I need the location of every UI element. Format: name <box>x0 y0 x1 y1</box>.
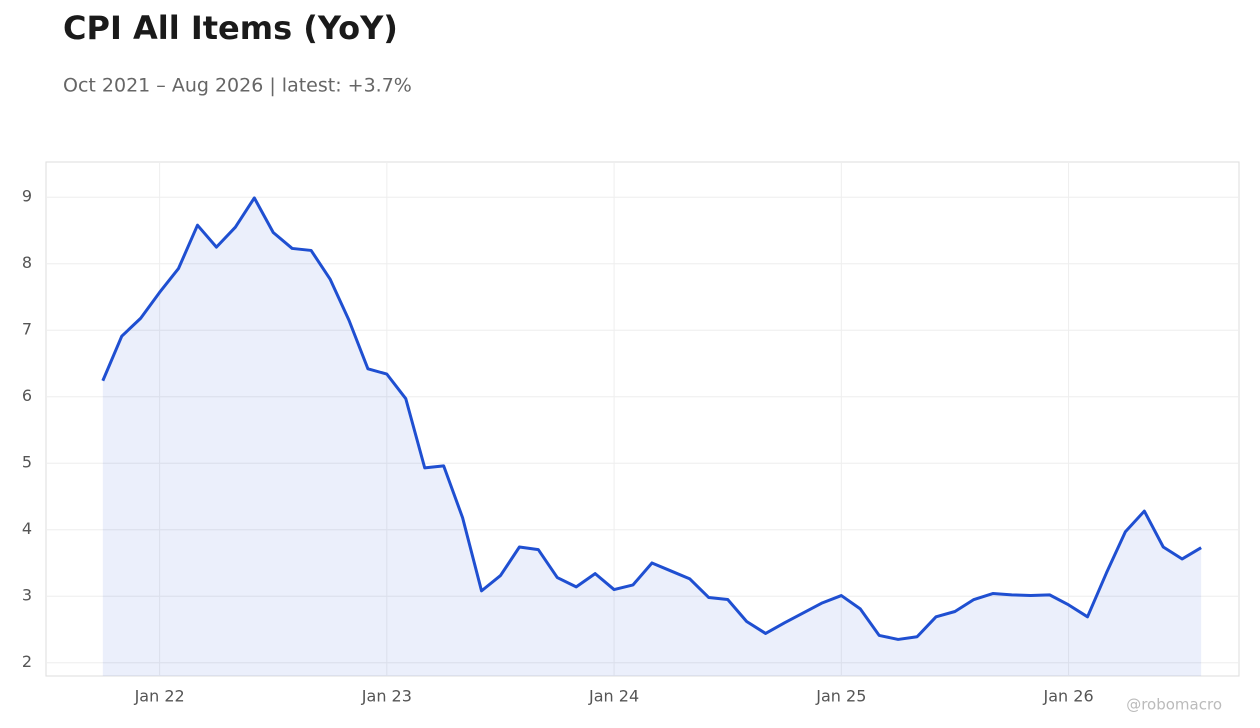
x-tick-label: Jan 24 <box>588 687 639 706</box>
area <box>102 197 1202 676</box>
y-tick-label: 4 <box>22 519 32 538</box>
x-tick-label: Jan 25 <box>815 687 866 706</box>
y-tick-label: 5 <box>22 453 32 472</box>
y-tick-label: 2 <box>22 652 32 671</box>
y-tick-label: 6 <box>22 386 32 405</box>
y-tick-label: 9 <box>22 187 32 206</box>
watermark: @robomacro <box>1126 696 1222 714</box>
y-tick-label: 7 <box>22 320 32 339</box>
x-tick-label: Jan 22 <box>134 687 185 706</box>
chart-title: CPI All Items (YoY) <box>63 9 398 47</box>
chart-subtitle: Oct 2021 – Aug 2026 | latest: +3.7% <box>63 75 412 97</box>
y-tick-label: 3 <box>22 586 32 605</box>
line <box>101 196 1202 641</box>
y-tick-label: 8 <box>22 253 32 272</box>
plot-frame <box>45 161 1240 677</box>
x-tick-label: Jan 23 <box>361 687 412 706</box>
x-tick-label: Jan 26 <box>1043 687 1094 706</box>
